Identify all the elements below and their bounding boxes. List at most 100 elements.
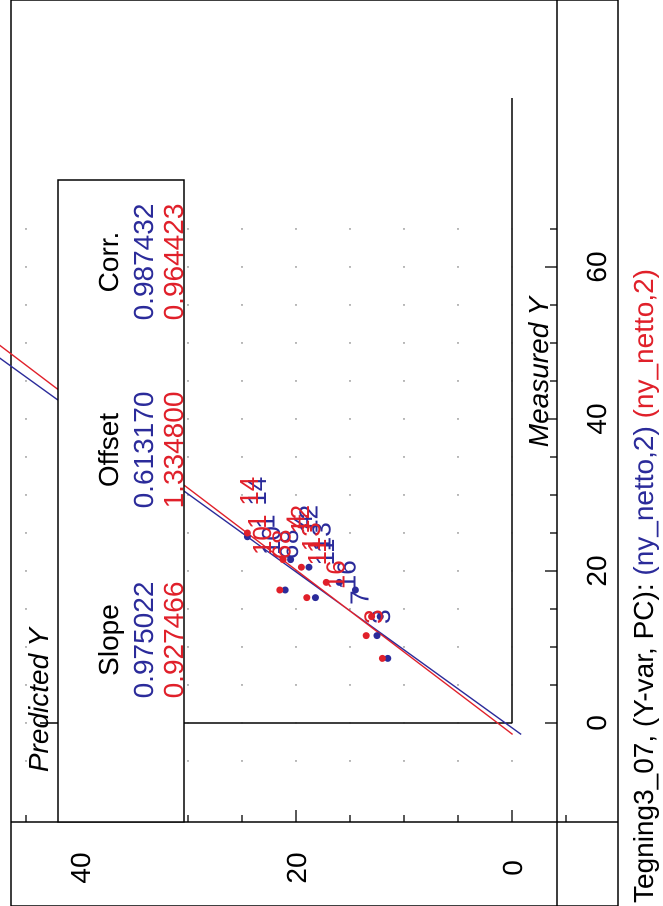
fit-line xyxy=(0,357,522,735)
grid-dot xyxy=(241,684,243,686)
data-point xyxy=(322,578,330,586)
y-tick-label: 0 xyxy=(497,860,528,876)
grid-dot xyxy=(187,570,189,572)
grid-dot xyxy=(25,380,27,382)
grid-dot xyxy=(241,456,243,458)
point-label: 10 xyxy=(247,526,277,555)
data-point xyxy=(362,632,370,640)
y-tick-label: 20 xyxy=(281,852,312,883)
grid-dot xyxy=(349,532,351,534)
axis-labels: Predicted Y Measured Y Tegning3_07, (Y-var… xyxy=(23,269,659,903)
grid-dot xyxy=(403,380,405,382)
grid-dot xyxy=(295,380,297,382)
grid-dot xyxy=(349,342,351,344)
point-label: 8 xyxy=(267,530,297,544)
grid-dot xyxy=(349,456,351,458)
grid-dot xyxy=(295,304,297,306)
data-point xyxy=(303,594,311,602)
grid-dot xyxy=(403,228,405,230)
grid-dot xyxy=(241,570,243,572)
grid-dot xyxy=(187,532,189,534)
point-label: 1 xyxy=(242,514,272,528)
grid-dot xyxy=(349,684,351,686)
data-point xyxy=(297,563,305,571)
grid-dot xyxy=(403,646,405,648)
grid-dot xyxy=(349,380,351,382)
data-point xyxy=(384,654,392,662)
grid-dot xyxy=(295,684,297,686)
grid-dot xyxy=(187,418,189,420)
grid-dot xyxy=(25,722,27,724)
data-point xyxy=(276,586,284,594)
grid-dot xyxy=(295,456,297,458)
grid-dot xyxy=(349,228,351,230)
grid-dot xyxy=(457,570,459,572)
point-label: 6 xyxy=(274,545,304,559)
grid-dot xyxy=(403,418,405,420)
data-point xyxy=(378,654,386,662)
point-label: 14 xyxy=(242,477,272,506)
legend-value: 0.927466 xyxy=(158,582,189,699)
grid-dot xyxy=(349,418,351,420)
point-label: 13 xyxy=(296,522,326,551)
grid-dot xyxy=(25,494,27,496)
grid-dot xyxy=(187,456,189,458)
grid-dot xyxy=(241,266,243,268)
data-point xyxy=(311,594,319,602)
grid-dot xyxy=(187,608,189,610)
grid-dot xyxy=(295,266,297,268)
legend-header: Offset xyxy=(93,413,124,487)
grid-dot xyxy=(295,342,297,344)
data-point xyxy=(281,586,289,594)
fit-lines xyxy=(0,344,522,735)
point-label: 12 xyxy=(294,505,324,534)
grid-dot xyxy=(187,760,189,762)
grid-dot xyxy=(25,456,27,458)
grid-dot xyxy=(295,494,297,496)
point-label: 11 xyxy=(310,539,340,566)
grid-dot xyxy=(241,760,243,762)
grid-dot xyxy=(241,342,243,344)
grid-dot xyxy=(457,380,459,382)
grid-dot xyxy=(241,228,243,230)
grid-dot xyxy=(403,342,405,344)
grid-dot xyxy=(457,760,459,762)
grid-dot xyxy=(349,646,351,648)
grid-dot xyxy=(187,646,189,648)
data-point xyxy=(287,556,295,564)
grid-dot xyxy=(241,646,243,648)
point-label: 16 xyxy=(331,560,361,589)
axes: 02040600204060 xyxy=(25,98,612,884)
data-point xyxy=(376,613,384,621)
grid-dot xyxy=(25,646,27,648)
grid-dot xyxy=(457,228,459,230)
grid-dot xyxy=(25,228,27,230)
legend-value: 0.964423 xyxy=(158,204,189,321)
legend-header: Corr. xyxy=(93,232,124,293)
grid-dot xyxy=(187,266,189,268)
grid-dot xyxy=(187,342,189,344)
grid-dot xyxy=(403,760,405,762)
stats-legend: Slope Offset Corr. 0.975022 0.613170 0.987432… xyxy=(57,179,189,823)
grid-dot xyxy=(457,608,459,610)
grid-dot xyxy=(403,266,405,268)
grid-dot xyxy=(403,304,405,306)
grid-dot xyxy=(403,684,405,686)
legend-header: Slope xyxy=(93,604,124,676)
grid-dot xyxy=(457,418,459,420)
point-label: 10 xyxy=(256,526,286,555)
grid-dot xyxy=(241,304,243,306)
y-tick-label: 40 xyxy=(65,852,96,883)
grid-dot xyxy=(457,304,459,306)
data-point xyxy=(243,529,251,537)
x-tick-label: 40 xyxy=(581,403,612,434)
grid-dot xyxy=(403,570,405,572)
point-label: 8 xyxy=(274,530,304,544)
grid-dot xyxy=(349,494,351,496)
grid-dot xyxy=(457,342,459,344)
grid-dot xyxy=(25,532,27,534)
point-label: 3 xyxy=(366,609,396,623)
x-tick-label: 60 xyxy=(581,251,612,282)
